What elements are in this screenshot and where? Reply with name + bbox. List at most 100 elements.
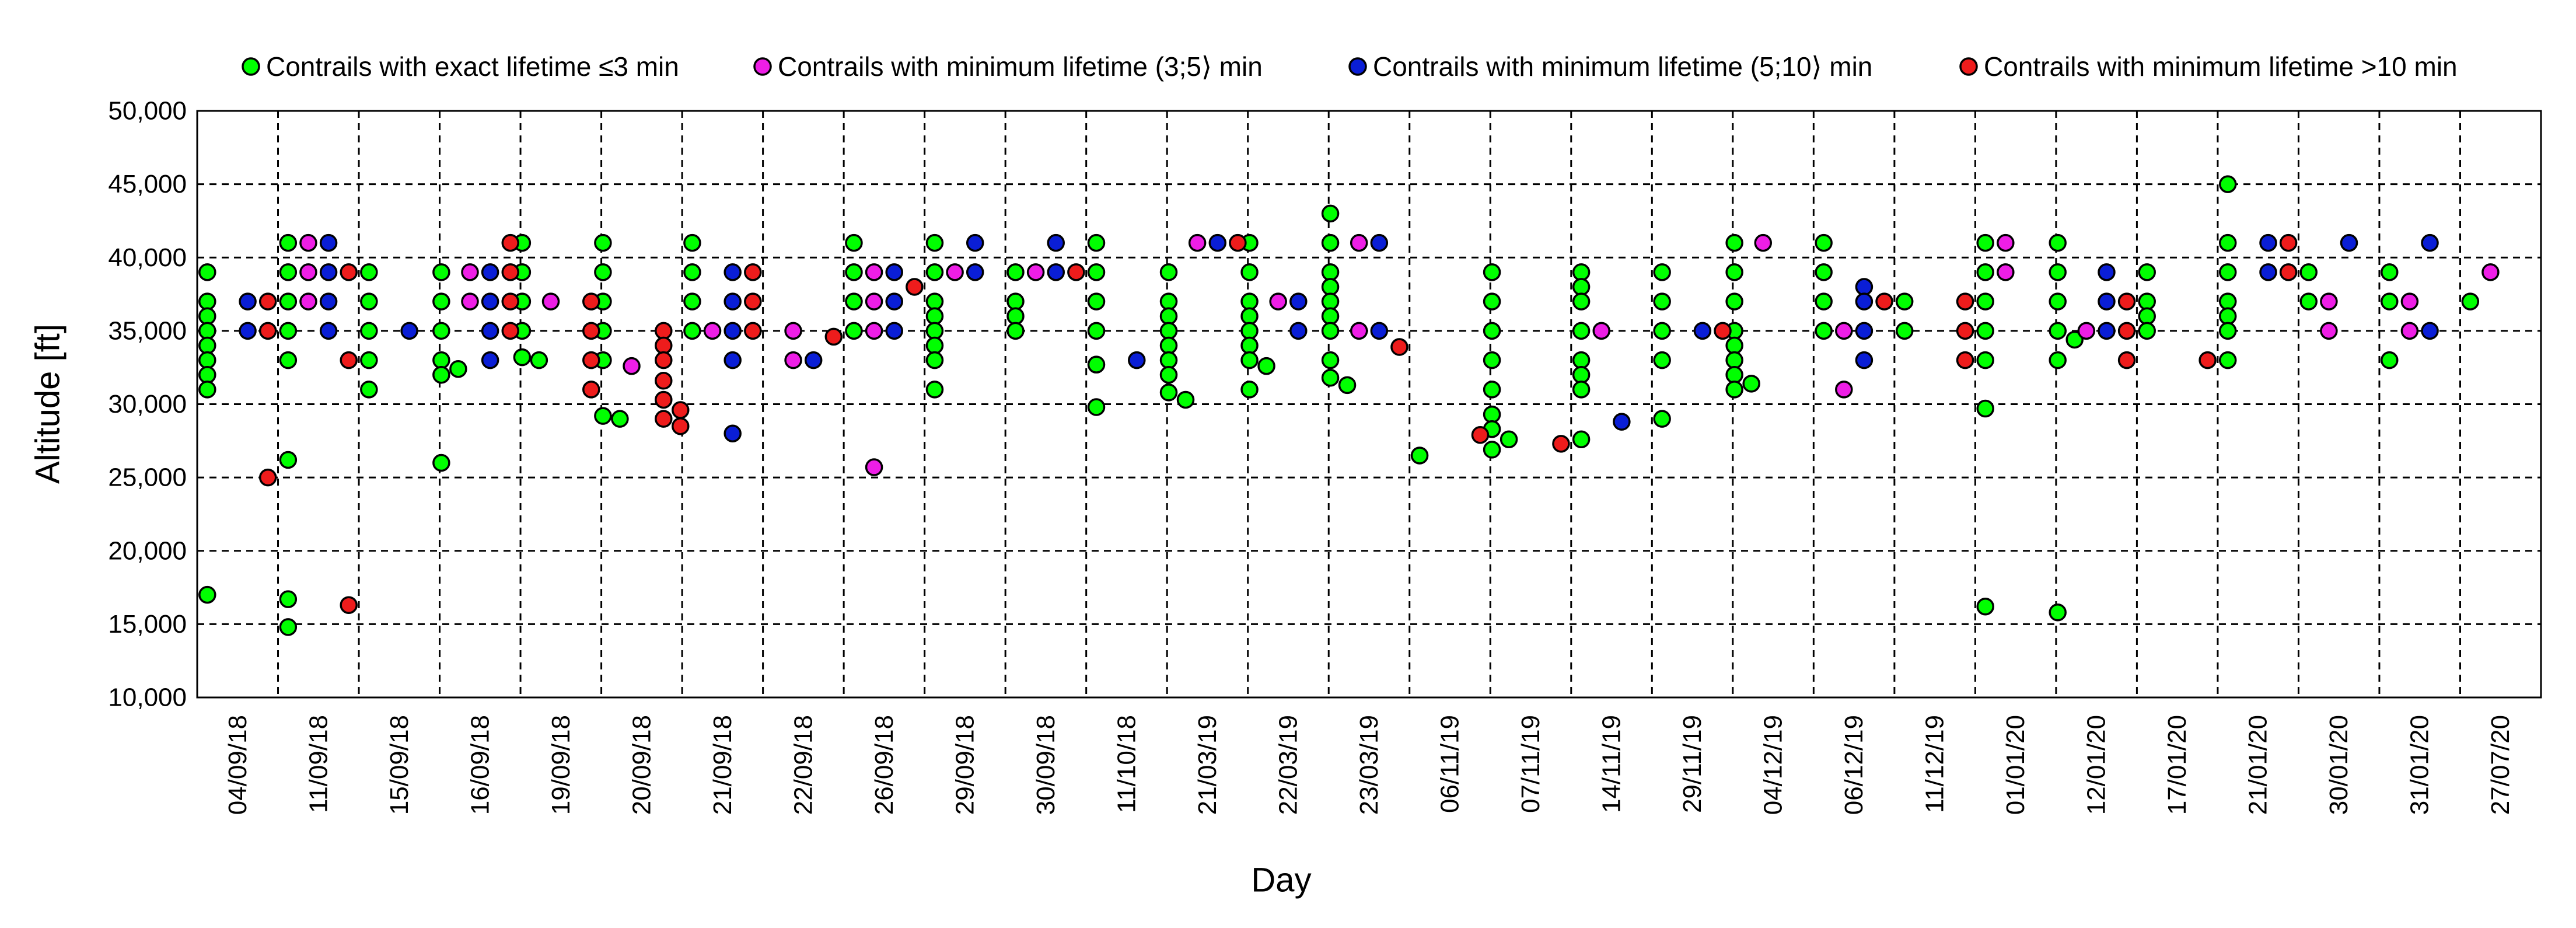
data-point	[1159, 322, 1178, 340]
legend: Contrails with exact lifetime ≤3 min Cont…	[242, 51, 2458, 82]
data-point	[1067, 263, 1085, 281]
x-tick-label: 11/10/18	[1112, 715, 1141, 813]
data-point	[925, 263, 944, 281]
data-point	[723, 263, 742, 281]
data-point	[1572, 366, 1591, 384]
data-point	[1592, 322, 1610, 340]
data-point	[258, 322, 277, 340]
x-tick-label: 11/12/19	[1921, 715, 1949, 813]
data-point	[279, 451, 298, 469]
legend-marker	[753, 57, 772, 76]
data-point	[1483, 441, 1501, 459]
data-point	[845, 292, 863, 311]
data-point	[432, 351, 450, 369]
grid-lines	[197, 111, 2541, 697]
data-point	[299, 233, 317, 252]
data-point	[299, 292, 317, 311]
data-point	[1321, 307, 1340, 325]
data-point	[2098, 292, 2116, 311]
data-point	[1159, 383, 1178, 402]
data-point	[1572, 430, 1591, 449]
y-axis-label: Altitude [ft]	[29, 324, 67, 484]
data-point	[1976, 263, 1994, 281]
data-point	[885, 322, 903, 340]
data-point	[655, 410, 673, 428]
data-point	[239, 292, 257, 311]
data-point	[1471, 426, 1490, 444]
data-point	[2065, 330, 2084, 349]
data-point	[1321, 369, 1340, 387]
data-point	[319, 322, 338, 340]
data-point	[2138, 263, 2156, 281]
data-point	[1006, 307, 1025, 325]
data-point	[1855, 351, 1874, 369]
data-point	[1875, 292, 1893, 311]
data-point	[1128, 351, 1146, 369]
plot-area-frame	[196, 110, 2542, 699]
data-point	[198, 351, 216, 369]
data-point	[279, 590, 298, 608]
data-point	[2279, 263, 2298, 281]
data-point	[2279, 233, 2298, 252]
data-point	[2049, 233, 2067, 252]
x-tick-label: 21/01/20	[2244, 715, 2273, 815]
data-point	[2049, 351, 2067, 369]
data-point	[683, 263, 701, 281]
data-point	[2198, 351, 2217, 369]
data-point	[1693, 322, 1712, 340]
y-axis-ticks: 10,000 15,000 20,000 25,000 30,000 35,000 40,0…	[108, 97, 187, 712]
data-point	[1240, 292, 1259, 311]
data-point	[1572, 351, 1591, 369]
data-point	[1855, 292, 1874, 311]
data-point	[1815, 263, 1833, 281]
data-point	[1653, 410, 1671, 428]
data-point	[723, 292, 742, 311]
data-point	[432, 453, 450, 472]
data-point	[2049, 292, 2067, 311]
data-point	[1653, 351, 1671, 369]
x-tick-label: 30/09/18	[1032, 715, 1060, 815]
data-point	[2218, 351, 2237, 369]
x-tick-label: 16/09/18	[466, 715, 494, 815]
data-point	[1321, 292, 1340, 311]
data-point	[1483, 292, 1501, 311]
data-point	[1240, 351, 1259, 369]
data-point	[1754, 233, 1773, 252]
data-point	[198, 381, 216, 399]
data-point	[925, 351, 944, 369]
data-point	[1321, 233, 1340, 252]
data-point	[1047, 233, 1065, 252]
data-point	[501, 292, 520, 311]
data-point	[2138, 307, 2156, 325]
data-point	[1087, 322, 1106, 340]
data-point	[2400, 292, 2419, 311]
data-point	[481, 292, 499, 311]
data-point	[744, 263, 762, 281]
data-point	[1390, 338, 1408, 356]
data-point	[1410, 446, 1429, 465]
data-point	[1257, 357, 1275, 375]
data-point	[865, 458, 883, 476]
data-point	[1855, 322, 1874, 340]
data-point	[198, 585, 216, 604]
data-point	[2381, 292, 2399, 311]
data-point	[655, 390, 673, 409]
data-point	[279, 263, 298, 281]
data-point	[319, 233, 338, 252]
data-point	[1087, 398, 1106, 416]
data-point	[1240, 381, 1259, 399]
data-point	[1087, 292, 1106, 311]
data-point	[611, 410, 629, 428]
data-point	[1269, 292, 1287, 311]
data-point	[2218, 292, 2237, 311]
data-point	[319, 263, 338, 281]
x-tick-label: 30/01/20	[2325, 715, 2353, 815]
data-point	[340, 596, 358, 614]
data-point	[2421, 233, 2439, 252]
data-point	[279, 351, 298, 369]
data-point	[461, 263, 479, 281]
data-point	[432, 263, 450, 281]
x-axis-ticks: 04/09/18 11/09/18 15/09/18 16/09/18 19/09/18…	[223, 715, 2515, 815]
y-tick-label: 10,000	[108, 683, 187, 712]
y-tick-label: 25,000	[108, 463, 187, 492]
